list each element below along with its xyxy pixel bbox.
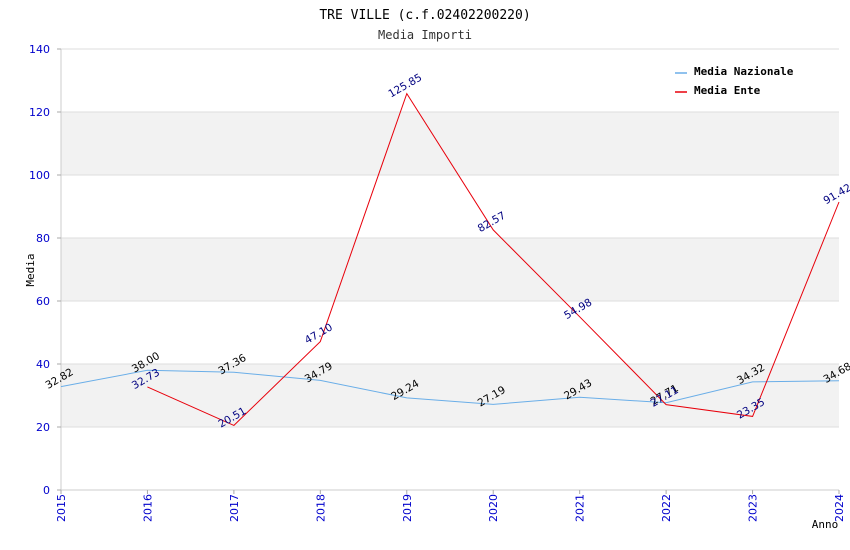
band-20	[61, 364, 839, 427]
x-tick-label-2024: 2024	[833, 494, 846, 522]
y-tick-label-140: 140	[29, 43, 50, 56]
y-tick-label-80: 80	[36, 232, 50, 245]
x-tick-label-2020: 2020	[487, 494, 500, 522]
x-tick-label-2018: 2018	[314, 494, 327, 522]
x-tick-label-2019: 2019	[401, 494, 414, 522]
chart-background-bands	[61, 112, 839, 427]
chart-gridlines	[61, 48, 839, 491]
x-axis-ticks: 2015 2016 2017 2018 2019 2020 2021 2022 2023 2024	[55, 490, 846, 522]
x-tick-label-2023: 2023	[747, 494, 760, 522]
y-tick-label-40: 40	[36, 358, 50, 371]
y-tick-label-0: 0	[43, 484, 50, 497]
x-tick-label-2016: 2016	[141, 494, 154, 522]
band-60	[61, 238, 839, 301]
x-axis-title: Anno	[812, 518, 839, 531]
data-label-ente-2019: 125.85	[386, 72, 424, 101]
chart-axes	[60, 49, 839, 491]
y-tick-label-20: 20	[36, 421, 50, 434]
y-tick-label-120: 120	[29, 106, 50, 119]
data-label-ente-2024: 91.42	[821, 182, 850, 207]
x-tick-label-2017: 2017	[228, 494, 241, 522]
series-lines	[60, 92, 840, 426]
legend-label-media-nazionale: Media Nazionale	[694, 65, 794, 78]
data-label-ente-2020: 82.57	[476, 210, 508, 235]
x-tick-label-2015: 2015	[55, 494, 68, 522]
x-tick-label-2021: 2021	[574, 494, 587, 522]
y-axis-ticks: 0 20 40 60 80 100 120 140	[29, 43, 61, 497]
legend-label-media-ente: Media Ente	[694, 84, 761, 97]
x-tick-label-2022: 2022	[660, 494, 673, 522]
band-100	[61, 112, 839, 175]
chart-title: TRE VILLE (c.f.02402200220)	[319, 8, 530, 23]
y-tick-label-100: 100	[29, 169, 50, 182]
series-line-media-nazionale	[60, 369, 840, 405]
y-axis-title: Media	[24, 253, 37, 286]
chart-legend: Media Nazionale Media Ente	[675, 65, 794, 97]
chart-subtitle: Media Importi	[378, 28, 472, 42]
y-tick-label-60: 60	[36, 295, 50, 308]
series-line-media-ente	[147, 92, 840, 426]
